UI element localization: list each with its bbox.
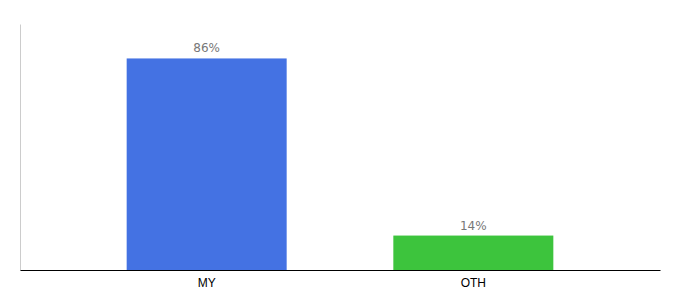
y-axis-line (20, 25, 21, 271)
plot: 86% 14% MY OTH (21, 25, 661, 290)
x-axis: MY OTH (21, 271, 661, 290)
x-tick-label: OTH (461, 276, 486, 290)
x-axis-line (21, 270, 661, 271)
data-labels: 86% 14% (193, 41, 486, 232)
data-label: 14% (460, 219, 487, 233)
bar (393, 236, 553, 270)
data-label: 86% (193, 41, 220, 55)
y-axis (20, 25, 21, 271)
x-tick-label: MY (198, 276, 216, 290)
x-tick: OTH (461, 276, 486, 290)
bars (127, 58, 554, 270)
chart: 86% 14% MY OTH (0, 0, 680, 300)
x-tick: MY (198, 276, 216, 290)
bar (127, 58, 287, 270)
